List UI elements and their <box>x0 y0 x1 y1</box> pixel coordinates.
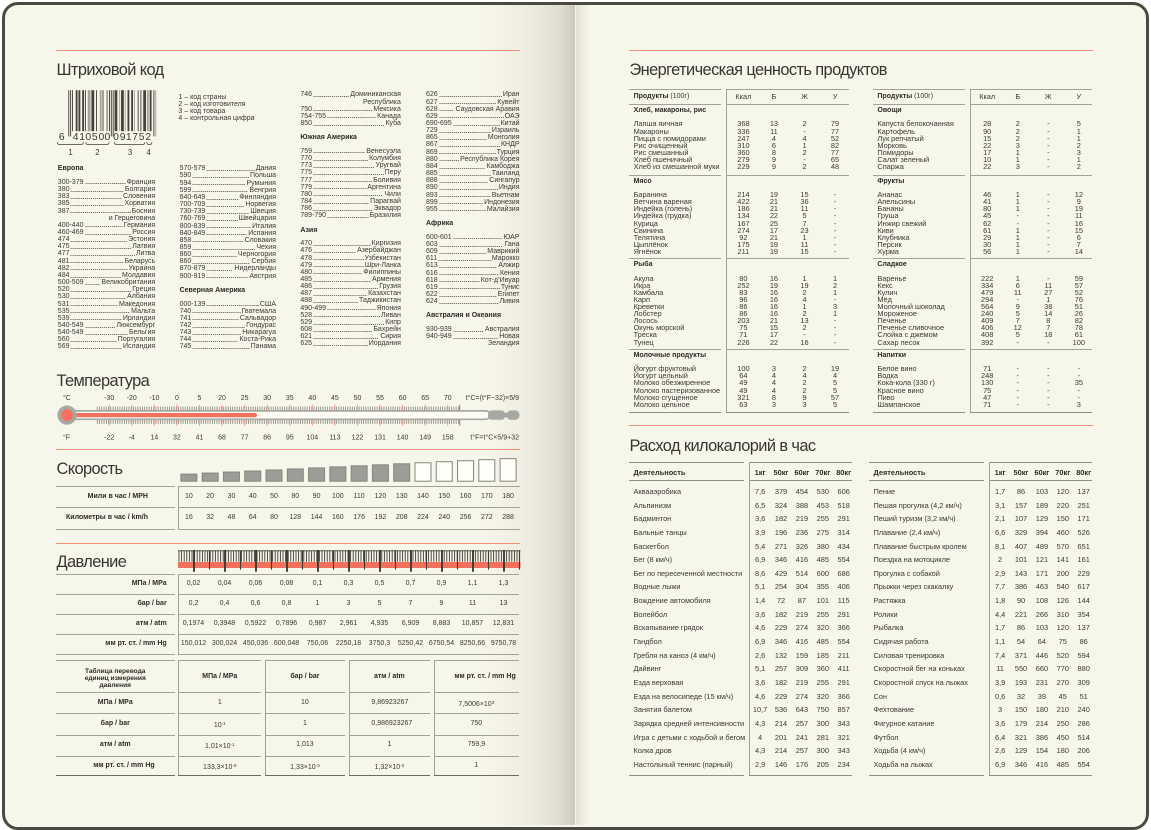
svg-text:0: 0 <box>175 395 179 402</box>
svg-text:30: 30 <box>263 395 271 402</box>
svg-text:3: 3 <box>128 148 132 157</box>
svg-text:7: 7 <box>132 132 138 143</box>
svg-text:149: 149 <box>419 434 431 441</box>
svg-text:t°C=(t°F−32)×5/9: t°C=(t°F−32)×5/9 <box>466 394 519 402</box>
svg-text:158: 158 <box>442 434 454 441</box>
svg-text:1: 1 <box>126 132 132 143</box>
svg-text:-4: -4 <box>129 434 135 441</box>
svg-text:77: 77 <box>241 434 249 441</box>
svg-text:°F: °F <box>63 433 70 441</box>
svg-text:68: 68 <box>218 434 226 441</box>
svg-text:t°F=t°C×5/9+32: t°F=t°C×5/9+32 <box>470 433 519 441</box>
svg-text:41: 41 <box>196 434 204 441</box>
svg-text:0: 0 <box>105 132 111 143</box>
svg-text:-30: -30 <box>104 395 114 402</box>
svg-text:70: 70 <box>444 395 452 402</box>
svg-text:104: 104 <box>306 434 318 441</box>
svg-text:95: 95 <box>286 434 294 441</box>
svg-text:4: 4 <box>147 148 152 157</box>
svg-text:1: 1 <box>68 148 72 157</box>
svg-text:65: 65 <box>421 395 429 402</box>
svg-text:14: 14 <box>150 434 158 441</box>
svg-text:2: 2 <box>95 148 99 157</box>
svg-text:-20: -20 <box>127 395 137 402</box>
svg-text:0: 0 <box>113 132 119 143</box>
svg-text:32: 32 <box>173 434 181 441</box>
svg-text:1: 1 <box>79 132 85 143</box>
svg-text:55: 55 <box>376 395 384 402</box>
svg-text:113: 113 <box>329 434 340 441</box>
svg-text:131: 131 <box>374 434 386 441</box>
svg-text:20: 20 <box>218 395 226 402</box>
svg-text:-10: -10 <box>149 395 159 402</box>
svg-text:2: 2 <box>145 132 151 143</box>
svg-text:6: 6 <box>59 132 65 143</box>
svg-text:4: 4 <box>73 132 79 143</box>
svg-text:5: 5 <box>92 132 98 143</box>
svg-text:25: 25 <box>241 395 249 402</box>
svg-text:40: 40 <box>308 395 316 402</box>
svg-text:5: 5 <box>198 395 202 402</box>
svg-text:45: 45 <box>331 395 339 402</box>
svg-text:-22: -22 <box>104 434 114 441</box>
svg-text:35: 35 <box>286 395 294 402</box>
svg-text:122: 122 <box>352 434 364 441</box>
svg-text:60: 60 <box>399 395 407 402</box>
svg-text:°C: °C <box>63 394 71 402</box>
svg-text:0: 0 <box>99 132 105 143</box>
svg-text:50: 50 <box>354 395 362 402</box>
svg-text:0: 0 <box>85 132 91 143</box>
svg-text:86: 86 <box>263 434 271 441</box>
svg-text:5: 5 <box>139 132 145 143</box>
svg-text:140: 140 <box>397 434 409 441</box>
svg-text:9: 9 <box>120 132 126 143</box>
